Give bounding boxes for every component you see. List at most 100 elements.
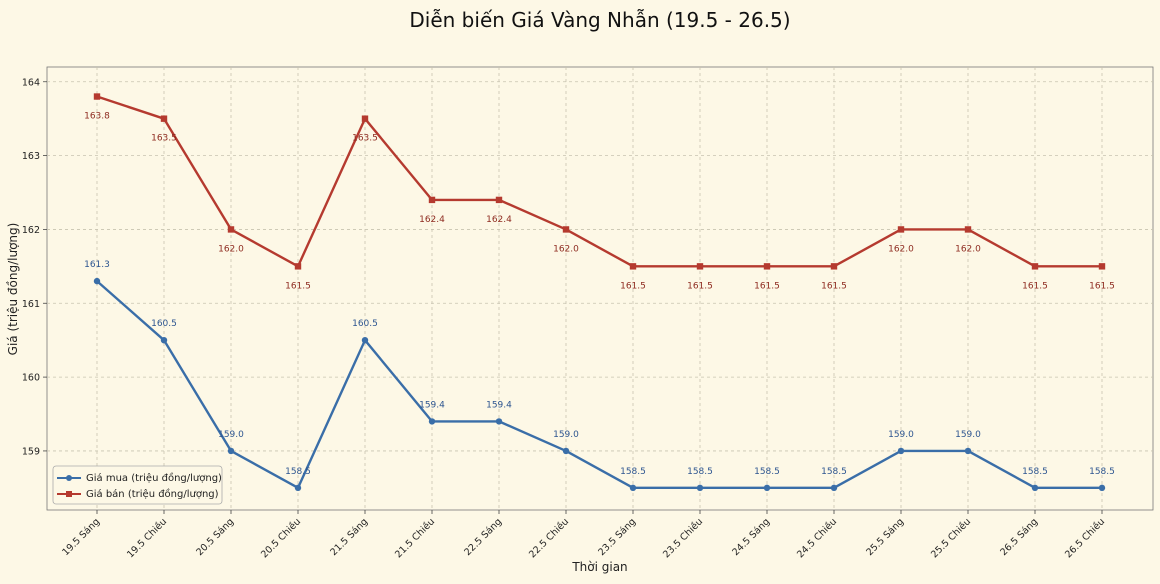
data-label-sell: 162.0	[955, 244, 981, 254]
data-point-sell	[964, 226, 972, 233]
x-tick-label: 25.5 Sáng	[864, 516, 906, 558]
data-label-buy: 158.5	[821, 467, 847, 477]
data-label-sell: 162.4	[486, 215, 512, 225]
x-axis-label: Thời gian	[571, 560, 627, 574]
data-point-sell	[1098, 263, 1106, 270]
legend-label-buy: Giá mua (triệu đồng/lượng)	[86, 472, 222, 484]
data-point-buy	[763, 484, 771, 492]
x-tick-label: 23.5 Chiều	[661, 516, 705, 560]
x-tick-label: 20.5 Chiều	[259, 516, 303, 560]
x-axis-ticks: 19.5 Sáng 19.5 Chiều 20.5 Sáng 20.5 Chiều 21…	[60, 510, 1107, 560]
data-point-buy	[1031, 484, 1039, 492]
data-label-buy: 159.0	[888, 430, 914, 440]
data-point-buy	[562, 447, 570, 455]
data-label-buy: 158.5	[620, 467, 646, 477]
data-label-buy: 159.0	[553, 430, 579, 440]
data-label-sell: 161.5	[1022, 281, 1048, 291]
data-point-buy	[227, 447, 235, 455]
data-point-sell	[629, 263, 637, 270]
data-point-buy	[696, 484, 704, 492]
y-tick-label: 161	[22, 299, 40, 310]
data-point-buy	[964, 447, 972, 455]
x-tick-label: 23.5 Sáng	[596, 516, 638, 558]
data-point-sell	[1031, 263, 1039, 270]
data-point-buy	[495, 418, 503, 425]
x-tick-label: 19.5 Sáng	[60, 516, 102, 558]
data-point-sell	[428, 196, 436, 204]
x-tick-label: 21.5 Sáng	[328, 516, 370, 558]
y-axis-ticks: 159 160 161 162 163 164	[22, 77, 47, 457]
data-label-sell: 161.5	[285, 281, 311, 291]
y-tick-label: 163	[22, 151, 40, 162]
legend-marker-sell	[66, 491, 72, 497]
data-label-buy: 161.3	[84, 260, 110, 270]
y-tick-label: 162	[22, 225, 40, 236]
data-label-buy: 159.0	[218, 430, 244, 440]
data-point-sell	[160, 115, 168, 122]
legend: Giá mua (triệu đồng/lượng) Giá bán (triệ…	[52, 465, 223, 505]
x-tick-label: 19.5 Chiều	[125, 516, 169, 560]
x-tick-label: 20.5 Sáng	[194, 516, 236, 558]
data-label-sell: 161.5	[1089, 281, 1115, 291]
data-label-sell: 162.0	[218, 244, 244, 254]
y-axis-label: Giá (triệu đồng/lượng)	[6, 223, 20, 356]
data-label-sell: 162.4	[419, 215, 445, 225]
data-label-buy: 160.5	[151, 319, 177, 329]
data-label-sell: 161.5	[687, 281, 713, 291]
x-tick-label: 21.5 Chiều	[393, 516, 437, 560]
data-point-sell	[830, 263, 838, 270]
data-label-sell: 163.8	[84, 112, 110, 122]
data-label-buy: 160.5	[352, 319, 378, 329]
data-label-buy: 159.0	[955, 430, 981, 440]
legend-marker-buy	[66, 475, 72, 481]
data-point-buy	[897, 447, 905, 455]
data-label-buy: 159.4	[486, 400, 512, 410]
x-tick-label: 22.5 Chiều	[527, 516, 571, 560]
data-point-sell	[227, 226, 235, 233]
data-label-sell: 161.5	[821, 281, 847, 291]
data-point-buy	[629, 484, 637, 492]
data-point-sell	[897, 226, 905, 233]
data-point-buy	[294, 484, 302, 492]
data-point-sell	[294, 263, 302, 270]
y-tick-label: 159	[22, 446, 40, 457]
series-layer	[93, 93, 1106, 492]
x-tick-label: 26.5 Chiều	[1063, 516, 1107, 560]
x-tick-label: 25.5 Chiều	[929, 516, 973, 560]
data-point-buy	[361, 336, 369, 344]
data-label-buy: 159.4	[419, 400, 445, 410]
y-tick-label: 160	[22, 373, 40, 384]
data-point-buy	[160, 336, 168, 344]
data-point-buy	[1098, 484, 1106, 492]
data-point-buy	[428, 418, 436, 425]
x-tick-label: 22.5 Sáng	[462, 516, 504, 558]
data-point-sell	[361, 115, 369, 122]
data-point-sell	[763, 263, 771, 270]
series-line-sell	[96, 95, 1102, 268]
x-tick-label: 24.5 Chiều	[795, 516, 839, 560]
y-tick-label: 164	[22, 77, 40, 88]
data-point-buy	[830, 484, 838, 492]
data-point-sell	[93, 93, 101, 100]
x-tick-label: 24.5 Sáng	[730, 516, 772, 558]
data-label-buy: 158.5	[285, 467, 311, 477]
data-point-sell	[696, 263, 704, 270]
data-labels: 161.3 160.5 159.0 158.5 160.5 159.4 159.4 159.0…	[84, 112, 1115, 477]
data-label-sell: 162.0	[888, 244, 914, 254]
data-point-sell	[495, 196, 503, 204]
data-label-buy: 158.5	[1089, 467, 1115, 477]
legend-box	[52, 465, 223, 505]
data-label-sell: 163.5	[352, 134, 378, 144]
series-line-buy	[96, 280, 1102, 490]
data-label-sell: 161.5	[754, 281, 780, 291]
data-label-sell: 161.5	[620, 281, 646, 291]
data-label-buy: 158.5	[1022, 467, 1048, 477]
data-label-buy: 158.5	[754, 467, 780, 477]
grid-lines	[47, 67, 1153, 510]
plot-area	[46, 66, 1154, 511]
data-point-sell	[562, 226, 570, 233]
chart-title: Diễn biến Giá Vàng Nhẫn (19.5 - 26.5)	[409, 8, 790, 32]
data-label-sell: 163.5	[151, 134, 177, 144]
